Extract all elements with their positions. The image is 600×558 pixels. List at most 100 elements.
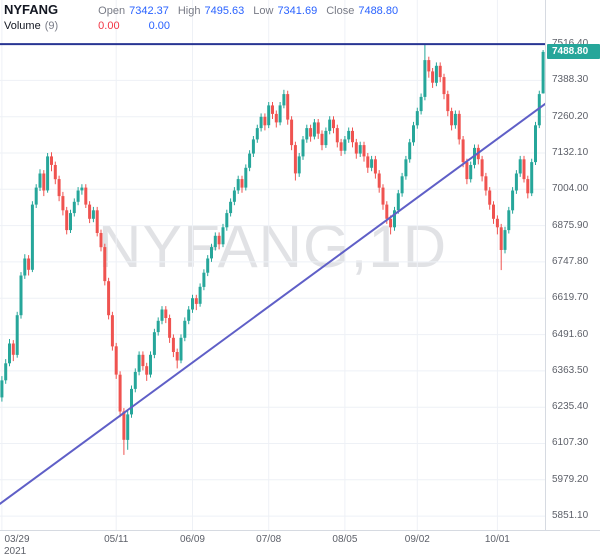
candle-down xyxy=(103,247,107,282)
candle-down xyxy=(431,71,435,83)
candle-up xyxy=(191,298,194,310)
candle-down xyxy=(457,113,461,140)
candle-up xyxy=(267,105,271,126)
candle-down xyxy=(354,142,358,154)
candle-down xyxy=(27,258,31,270)
candle-down xyxy=(42,173,46,191)
candle-up xyxy=(434,65,438,83)
candle-up xyxy=(210,247,213,259)
candle-down xyxy=(240,179,244,188)
candle-down xyxy=(107,281,111,316)
candle-down xyxy=(110,315,114,347)
candle-down xyxy=(194,298,198,304)
candle-up xyxy=(232,190,236,202)
last-price-label: 7488.80 xyxy=(547,44,600,59)
candle-down xyxy=(50,156,53,165)
candle-up xyxy=(408,142,412,160)
candle-up xyxy=(152,332,156,355)
candle-up xyxy=(198,286,202,304)
candle-down xyxy=(495,218,499,228)
candle-down xyxy=(141,354,145,367)
open-value: 7342.37 xyxy=(129,5,169,17)
candle-down xyxy=(145,366,149,375)
candle-up xyxy=(412,125,415,143)
price-tick-label: 6875.90 xyxy=(552,219,589,231)
candle-down xyxy=(446,94,450,112)
date-tick-label: 07/08 xyxy=(256,534,282,545)
candle-down xyxy=(95,210,99,233)
candle-up xyxy=(72,201,76,214)
price-tick-label: 7260.20 xyxy=(552,110,589,122)
candle-up xyxy=(358,145,362,154)
date-tick-label: 08/05 xyxy=(332,534,358,545)
candle-down xyxy=(335,128,339,143)
candle-down xyxy=(271,105,274,114)
time-axis[interactable]: 03/29 05/11 06/09 07/08 08/05 09/02 10/01 2021 xyxy=(0,530,600,558)
candle-up xyxy=(453,113,457,126)
volume-indicator-label: Volume xyxy=(4,20,41,32)
open-label: Open xyxy=(98,5,126,17)
candlestick-canvas[interactable] xyxy=(0,0,545,530)
candle-up xyxy=(187,309,191,321)
candle-up xyxy=(30,204,34,270)
legend-symbol-row[interactable]: NYFANG Open 7342.37 High 7495.63 Low 734… xyxy=(4,2,407,20)
candle-up xyxy=(301,139,305,157)
candle-down xyxy=(11,343,15,355)
high-value: 7495.63 xyxy=(204,5,245,17)
candle-up xyxy=(0,380,4,398)
candle-up xyxy=(518,159,522,174)
candle-up xyxy=(282,94,286,106)
candle-up xyxy=(126,414,130,440)
low-value: 7341.69 xyxy=(277,5,318,17)
candle-up xyxy=(38,173,42,188)
candle-down xyxy=(526,179,530,194)
candle-down xyxy=(465,162,469,180)
candle-up xyxy=(69,213,72,231)
candle-up xyxy=(130,388,133,415)
candle-down xyxy=(488,190,492,205)
candle-up xyxy=(530,162,534,194)
price-tick-label: 7388.30 xyxy=(552,74,589,86)
candle-down xyxy=(499,227,503,250)
candle-up xyxy=(404,159,408,177)
candle-up xyxy=(229,201,233,214)
candle-up xyxy=(278,105,282,123)
price-tick-label: 6107.30 xyxy=(552,437,589,449)
candle-up xyxy=(347,130,351,140)
candle-up xyxy=(4,363,8,381)
date-tick-label: 05/11 xyxy=(104,534,129,545)
candle-up xyxy=(179,337,183,361)
candle-down xyxy=(286,94,290,120)
candle-up xyxy=(541,51,545,94)
close-value: 7488.80 xyxy=(358,5,399,17)
candle-down xyxy=(366,156,370,168)
candle-down xyxy=(171,337,175,352)
price-chart-pane[interactable]: NYFANG,1D NYFANG Open 7342.37 High 7495.… xyxy=(0,0,545,530)
candle-up xyxy=(15,315,19,355)
candle-up xyxy=(415,111,419,126)
candle-up xyxy=(419,96,423,112)
candle-up xyxy=(328,119,332,131)
candle-up xyxy=(305,128,309,140)
candle-down xyxy=(61,196,65,211)
candle-down xyxy=(339,142,343,151)
candle-up xyxy=(507,210,511,231)
candle-down xyxy=(99,233,103,248)
price-axis[interactable]: 7488.80 7516.40 7388.30 7260.20 7132.10 7004… xyxy=(545,0,600,530)
candle-down xyxy=(168,318,172,338)
symbol-title: NYFANG xyxy=(4,2,59,17)
legend-volume-row[interactable]: Volume (9) 0.00 0.00 xyxy=(4,20,407,38)
candle-up xyxy=(396,193,400,211)
candle-down xyxy=(164,309,168,318)
legend: NYFANG Open 7342.37 High 7495.63 Low 734… xyxy=(4,2,407,38)
candle-up xyxy=(503,230,507,250)
candle-up xyxy=(80,187,84,191)
candle-up xyxy=(248,153,252,168)
candle-up xyxy=(202,272,206,287)
candle-up xyxy=(160,309,164,321)
candle-down xyxy=(175,352,179,361)
candle-down xyxy=(88,204,92,219)
candle-up xyxy=(251,139,255,154)
price-tick-label: 6491.60 xyxy=(552,328,589,340)
